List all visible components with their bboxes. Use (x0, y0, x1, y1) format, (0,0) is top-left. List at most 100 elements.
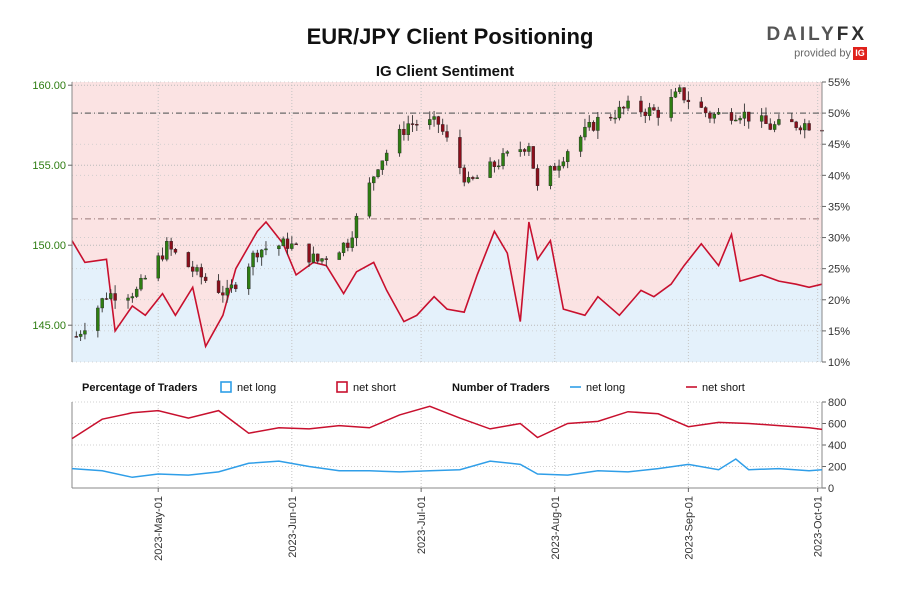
candle-body (609, 116, 613, 119)
candle-body (139, 278, 143, 290)
candle-body (281, 238, 285, 247)
candle-body (83, 330, 87, 335)
candle-body (315, 253, 320, 262)
candle-body (445, 131, 449, 138)
main-chart: 160.00 155.00 150.00 145.00 55% 50% 45% 40% 35% 3… (32, 77, 850, 369)
candle-body (225, 287, 229, 296)
logo-tagline: provided by IG (794, 47, 867, 60)
candle-body (656, 109, 660, 118)
candle-body (380, 160, 385, 170)
date-tick-label: 2023-Jun-01 (287, 496, 299, 558)
ig-badge-icon: IG (853, 47, 867, 60)
candle-body (790, 119, 794, 123)
chart-subtitle: IG Client Sentiment (375, 63, 515, 80)
logo-tagline-text: provided by (794, 47, 851, 60)
candle-body (716, 112, 721, 115)
candle-body (311, 253, 316, 263)
candle-body (471, 177, 475, 179)
candle-body (100, 298, 104, 309)
net-long-pct-line (71, 220, 823, 349)
candle-body (583, 126, 587, 138)
lower-chart: 800 600 400 200 0 2023-May-01 2023-Jun-01 2023-… (71, 397, 846, 561)
traders-tick-label: 600 (828, 419, 846, 431)
candle-body (475, 177, 479, 179)
legend-num-short-label: net short (702, 382, 745, 394)
candle-body (160, 255, 165, 260)
legend-pct-short-swatch (336, 381, 348, 393)
chart-title: EUR/JPY Client Positioning (306, 24, 594, 49)
candle-body (747, 111, 751, 122)
candle-body (247, 266, 251, 290)
candle-body (647, 107, 652, 116)
candle-body (587, 122, 591, 128)
candle-body (596, 116, 600, 131)
candle-body (522, 149, 527, 152)
candle-body (798, 127, 803, 131)
price-tick-label: 145.00 (32, 320, 66, 332)
candle-body (738, 118, 742, 121)
candle-body (428, 119, 432, 126)
candle-body (561, 161, 566, 167)
candle-body (742, 111, 747, 119)
date-tick-label: 2023-May-01 (153, 496, 165, 561)
traders-tick-label: 400 (828, 440, 846, 452)
candle-body (436, 116, 441, 125)
candle-body (622, 106, 626, 109)
candle-body (415, 123, 419, 126)
candle-body (501, 153, 505, 167)
candle-body (264, 248, 268, 251)
candle-body (134, 288, 139, 297)
candle-body (488, 161, 492, 178)
candle-body (466, 177, 471, 183)
candle-body (109, 293, 113, 299)
candle-body (199, 267, 204, 278)
legend-pct-long-swatch (220, 381, 232, 393)
candle-body (497, 165, 501, 168)
candle-body (807, 123, 811, 131)
candle-body (734, 119, 738, 122)
logo-wordmark: DAILYFX (766, 24, 867, 46)
candle-body (165, 241, 169, 260)
pct-tick-label: 40% (828, 170, 850, 182)
candle-body (617, 106, 622, 119)
candle-body (794, 121, 798, 128)
candle-body (652, 107, 656, 111)
candle-body (565, 151, 570, 162)
pct-tick-label: 55% (828, 77, 850, 89)
candle-body (221, 292, 225, 296)
price-tick-label: 150.00 (32, 240, 66, 252)
net-short-traders-line (71, 405, 823, 440)
candle-body (169, 241, 173, 250)
candle-body (376, 169, 380, 178)
date-tick-label: 2023-Oct-01 (813, 496, 825, 557)
chart-legend: Percentage of Traders net long net short… (82, 381, 745, 394)
candle-body (186, 252, 191, 268)
candle-body (78, 333, 83, 337)
candle-body (259, 249, 264, 258)
pct-tick-label: 25% (828, 264, 850, 276)
legend-pct-short-label: net short (353, 382, 396, 394)
candle-body (699, 101, 704, 108)
candle-body (195, 267, 199, 272)
candle-body (772, 124, 777, 130)
candle-body (372, 176, 376, 184)
candle-body (113, 293, 117, 301)
candle-body (320, 258, 324, 262)
candle-body (294, 243, 298, 246)
pct-tick-label: 50% (828, 108, 850, 120)
candle-body (277, 245, 281, 250)
candle-body (397, 128, 402, 154)
candle-body (712, 113, 716, 119)
candle-body (591, 122, 596, 131)
price-tick-label: 160.00 (32, 80, 66, 92)
candle-body (639, 100, 643, 113)
candle-body (74, 336, 79, 338)
pct-tick-label: 35% (828, 201, 850, 213)
candle-body (410, 123, 415, 125)
candle-body (130, 296, 135, 299)
date-tick-label: 2023-Jul-01 (416, 496, 428, 554)
pct-tick-label: 20% (828, 295, 850, 307)
candle-body (143, 277, 147, 280)
candle-body (505, 151, 510, 154)
